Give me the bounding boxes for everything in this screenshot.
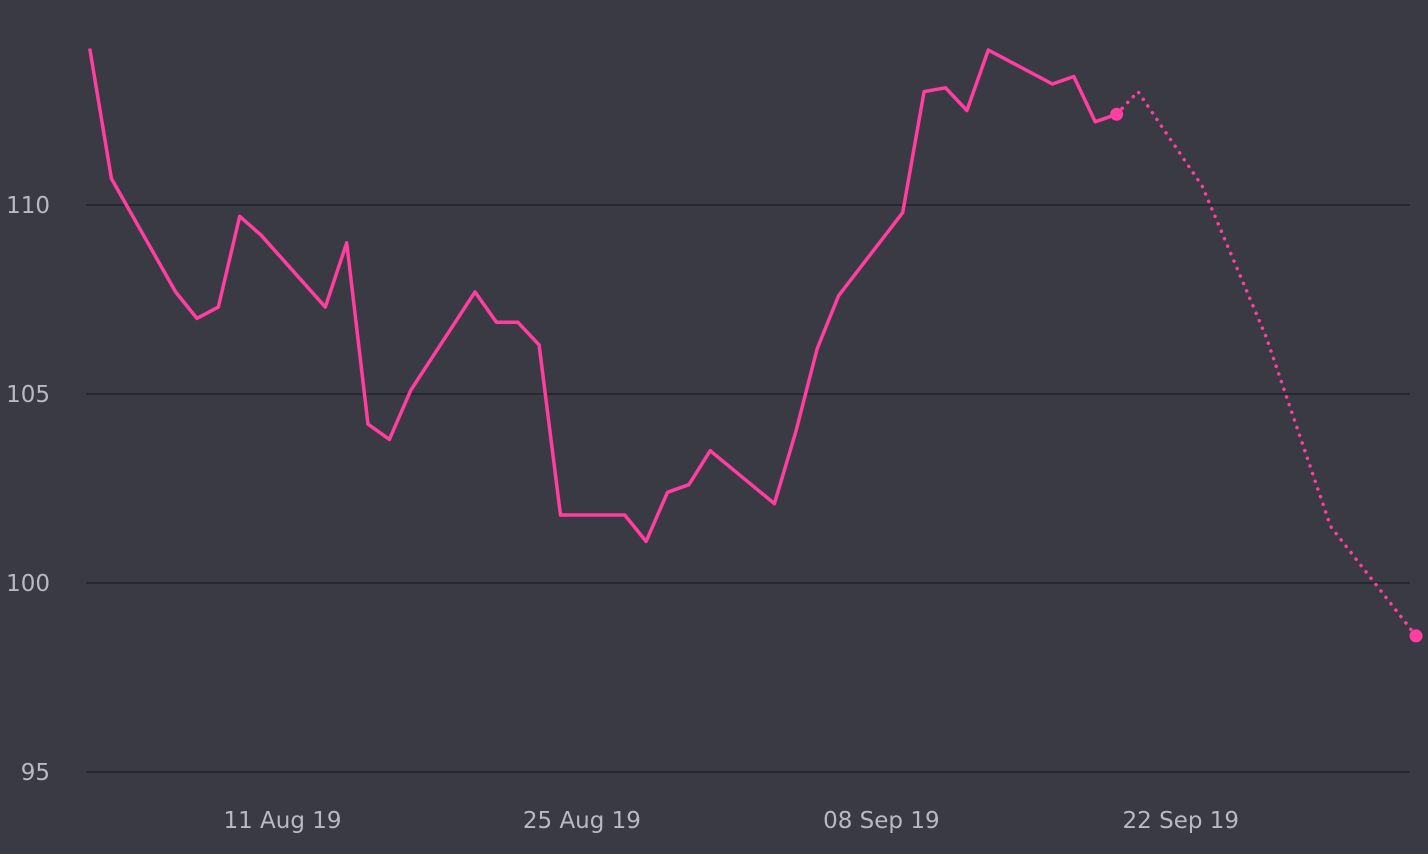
y-tick-label-100: 100 bbox=[6, 571, 50, 597]
y-tick-label-110: 110 bbox=[6, 193, 50, 219]
series-end-point-0 bbox=[1110, 107, 1124, 121]
x-axis-ticks: 11 Aug 19 25 Aug 19 08 Sep 19 22 Sep 19 bbox=[223, 808, 1239, 834]
series-line-1-forecast bbox=[1114, 89, 1418, 638]
x-tick-label-3: 22 Sep 19 bbox=[1123, 808, 1240, 834]
x-tick-label-1: 25 Aug 19 bbox=[523, 808, 641, 834]
grid-lines bbox=[86, 204, 1410, 773]
series-line-0-actual bbox=[88, 48, 1119, 544]
y-tick-label-105: 105 bbox=[6, 382, 50, 408]
y-axis-ticks: 95 100 105 110 bbox=[6, 193, 50, 786]
x-tick-label-2: 08 Sep 19 bbox=[823, 808, 940, 834]
series-lines bbox=[88, 48, 1418, 638]
y-tick-label-95: 95 bbox=[21, 760, 50, 786]
series-end-point-1 bbox=[1409, 629, 1423, 643]
x-tick-label-0: 11 Aug 19 bbox=[223, 808, 341, 834]
series-markers bbox=[1110, 107, 1423, 643]
